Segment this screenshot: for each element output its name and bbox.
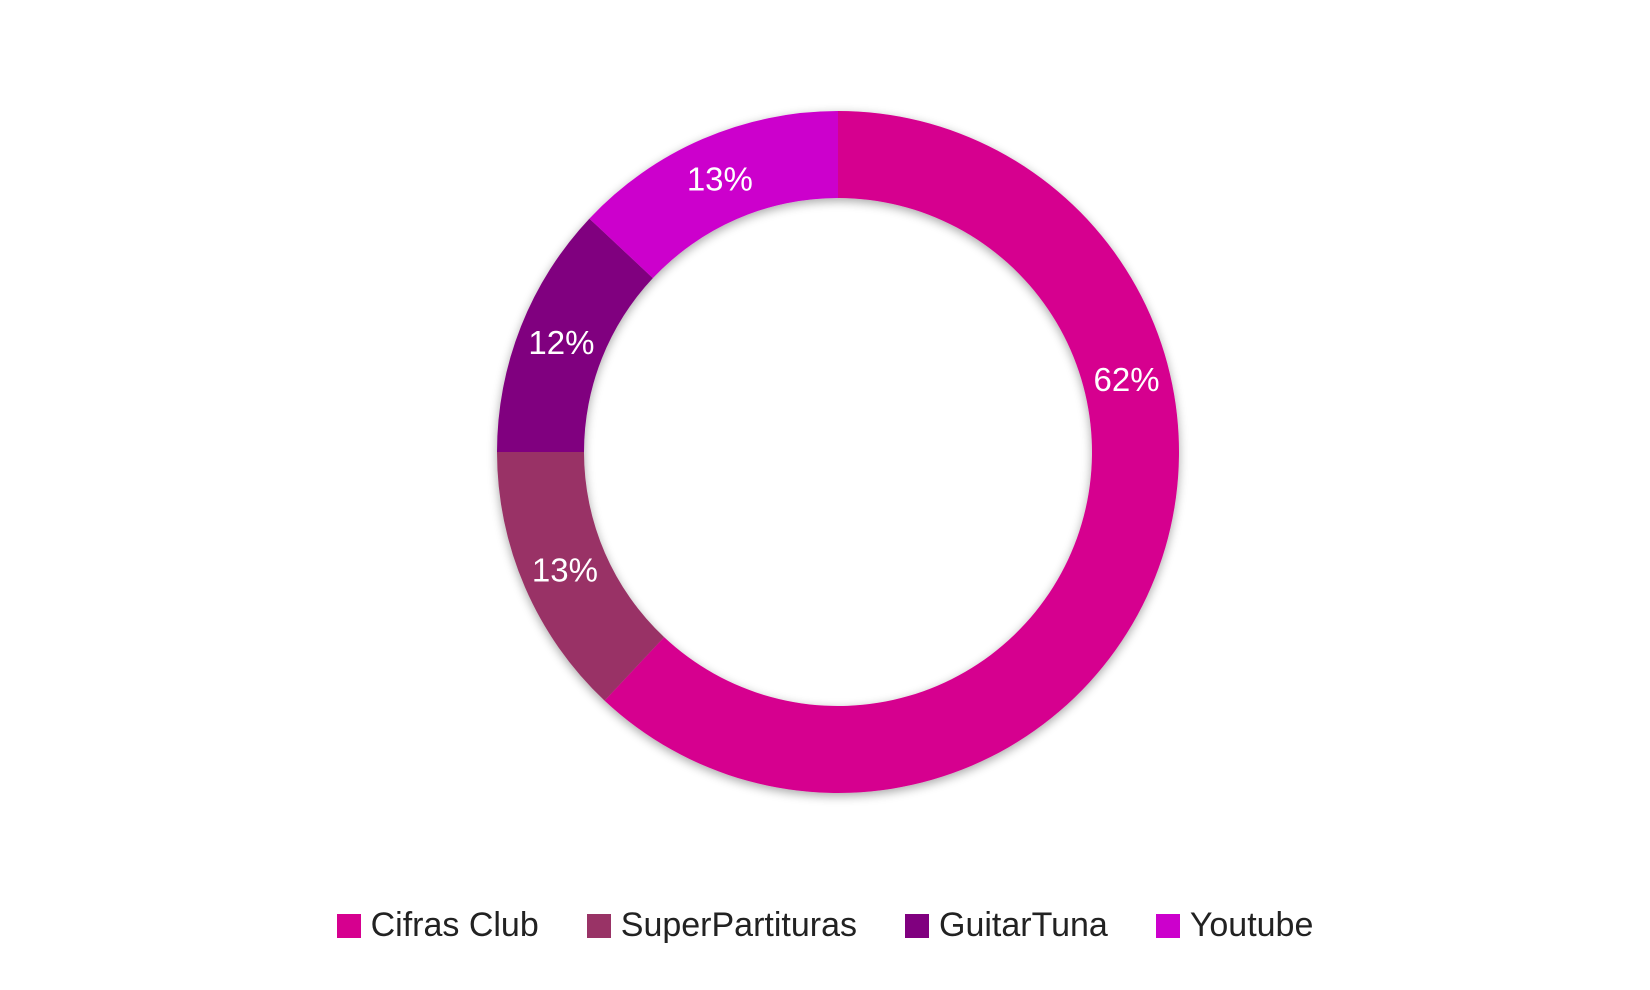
legend: Cifras Club SuperPartituras GuitarTuna Yout… (0, 906, 1650, 945)
slices-group (497, 111, 1179, 793)
legend-swatch (1155, 913, 1180, 938)
data-label-guitartuna: 12% (528, 324, 594, 361)
slice-youtube (589, 111, 838, 279)
legend-swatch (905, 913, 929, 938)
legend-item-guitartuna: GuitarTuna (905, 906, 1108, 945)
slice-superpartituras (497, 452, 665, 701)
legend-item-superpartituras: SuperPartituras (586, 906, 857, 945)
legend-swatch (586, 913, 611, 938)
legend-label: GuitarTuna (939, 906, 1108, 944)
legend-label: Cifras Club (370, 906, 539, 944)
legend-label: SuperPartituras (620, 906, 857, 944)
slice-guitartuna (497, 218, 653, 452)
data-label-superpartituras: 13% (532, 552, 598, 589)
legend-label: Youtube (1189, 906, 1314, 944)
legend-item-cifras-club: Cifras Club (336, 906, 539, 945)
legend-swatch (336, 913, 361, 938)
labels-group: 62% 13% 12% 13% (528, 160, 1159, 588)
slice-cifras-club (604, 111, 1179, 793)
legend-item-youtube: Youtube (1155, 906, 1314, 945)
data-label-cifras-club: 62% (1093, 361, 1159, 398)
data-label-youtube: 13% (687, 160, 753, 197)
